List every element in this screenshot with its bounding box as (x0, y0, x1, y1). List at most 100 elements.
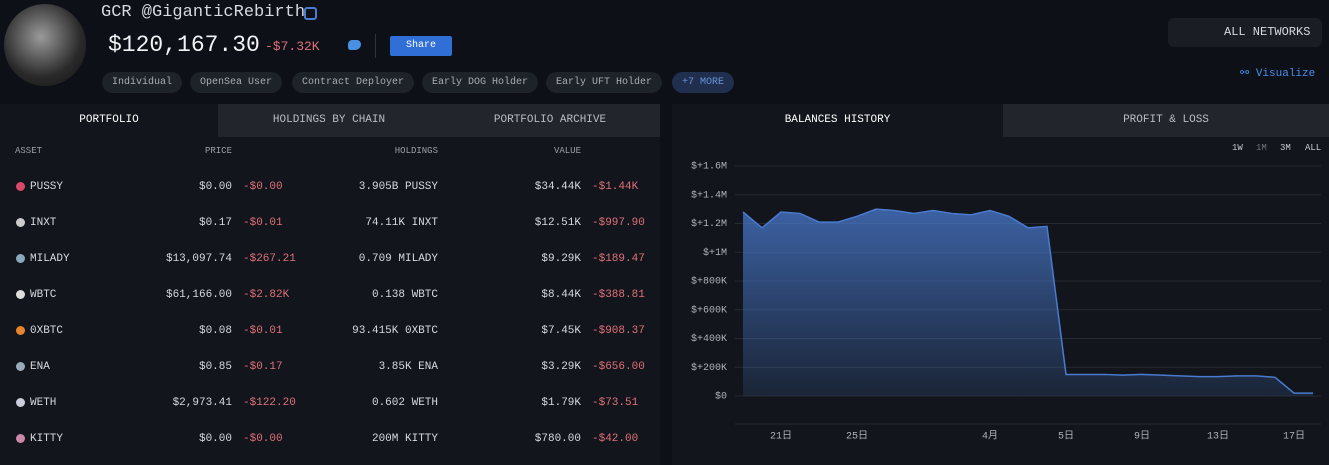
asset-icon (16, 434, 25, 443)
holdings: 74.11K INXT (365, 217, 438, 229)
networks-button[interactable]: ALL NETWORKS (1168, 18, 1322, 47)
holdings: 93.415K 0XBTC (352, 325, 438, 337)
holdings: 3.85K ENA (378, 361, 438, 373)
avatar (4, 4, 86, 86)
asset-icon (16, 398, 25, 407)
chart-tab-bar (1003, 104, 1329, 137)
tab[interactable]: PORTFOLIO (79, 114, 139, 126)
column-header: ASSET (15, 146, 43, 156)
range-button[interactable]: 1W (1232, 143, 1243, 153)
asset-icon (16, 218, 25, 227)
tag[interactable]: Individual (102, 72, 183, 93)
column-header: VALUE (553, 146, 581, 156)
x-tick-label: 25日 (846, 431, 868, 443)
value-change: -$388.81 (592, 289, 645, 301)
twitter-icon[interactable] (348, 40, 361, 50)
value: $9.29K (541, 253, 581, 265)
value-change: -$42.00 (592, 433, 639, 445)
x-tick-label: 4月 (982, 430, 998, 443)
share-button[interactable]: Share (390, 36, 452, 56)
x-tick-label: 9日 (1134, 431, 1150, 443)
price-change: -$122.20 (243, 397, 296, 409)
price-change: -$0.00 (243, 433, 283, 445)
y-tick-label: $+1M (703, 247, 727, 259)
asset-icon (16, 254, 25, 263)
price: $13,097.74 (165, 253, 232, 265)
asset-icon (16, 362, 25, 371)
visualize-link[interactable]: ⚯ Visualize (1240, 68, 1316, 80)
value-change: -$997.90 (592, 217, 645, 229)
y-tick-label: $0 (715, 391, 727, 403)
chart-tab[interactable]: BALANCES HISTORY (784, 114, 891, 126)
portfolio-panel (0, 104, 660, 465)
price: $0.08 (198, 325, 232, 337)
price-change: -$0.01 (243, 217, 283, 229)
range-button[interactable]: 3M (1280, 143, 1291, 153)
divider (375, 34, 376, 58)
x-tick-label: 5日 (1058, 431, 1074, 443)
value: $34.44K (534, 181, 581, 193)
balance: $120,167.30 (108, 32, 260, 58)
balance-change: -$7.32K (265, 39, 320, 54)
share-label: Share (405, 40, 436, 51)
price: $0.85 (198, 361, 232, 373)
asset-name: WBTC (30, 289, 57, 301)
asset-icon (16, 326, 25, 335)
visualize-label: Visualize (1255, 68, 1316, 80)
asset-name: INXT (30, 217, 57, 229)
column-header: HOLDINGS (394, 146, 438, 156)
y-tick-label: $+600K (691, 304, 727, 316)
tab[interactable]: HOLDINGS BY CHAIN (272, 114, 386, 126)
value: $1.79K (541, 397, 581, 409)
area (743, 209, 1313, 396)
value-change: -$908.37 (592, 325, 645, 337)
price-change: -$2.82K (243, 289, 290, 301)
tag[interactable]: Contract Deployer (292, 72, 415, 93)
price-change: -$0.17 (243, 361, 283, 373)
range-button[interactable]: ALL (1305, 143, 1322, 153)
value: $3.29K (541, 361, 581, 373)
y-tick-label: $+1.6M (691, 161, 727, 173)
tag[interactable]: Early UFT Holder (546, 72, 663, 93)
x-tick-label: 17日 (1283, 431, 1305, 443)
asset-name: MILADY (30, 253, 70, 265)
y-tick-label: $+1.2M (691, 218, 727, 230)
holdings: 0.602 WETH (371, 397, 438, 409)
networks-label: ALL NETWORKS (1224, 25, 1311, 39)
x-tick-label: 21日 (770, 431, 792, 443)
price-change: -$0.00 (243, 181, 283, 193)
asset-name: KITTY (30, 433, 64, 445)
chart-tab[interactable]: PROFIT & LOSS (1123, 114, 1209, 126)
column-header: PRICE (204, 146, 232, 156)
y-tick-label: $+1.4M (691, 189, 727, 201)
holdings: 0.709 MILADY (358, 253, 438, 265)
range-button[interactable]: 1M (1256, 143, 1267, 153)
price: $2,973.41 (172, 397, 232, 409)
value-change: -$1.44K (592, 181, 639, 193)
asset-name: WETH (30, 397, 57, 409)
value: $7.45K (541, 325, 581, 337)
chart: $0 $+200K $+400K $+600K $+800K $+1M $+1.2M $+1.… (691, 161, 1321, 443)
y-tick-label: $+400K (691, 333, 727, 345)
value-change: -$73.51 (592, 397, 639, 409)
asset-name: PUSSY (30, 181, 64, 193)
asset-name: ENA (30, 361, 50, 373)
price: $0.17 (198, 217, 232, 229)
value: $12.51K (534, 217, 581, 229)
tag[interactable]: Early DOG Holder (422, 72, 539, 93)
price-change: -$0.01 (243, 325, 283, 337)
verified-icon (304, 7, 317, 20)
tab[interactable]: PORTFOLIO ARCHIVE (493, 114, 607, 126)
price: $0.00 (198, 433, 232, 445)
asset-icon (16, 182, 25, 191)
y-tick-label: $+800K (691, 276, 727, 288)
value-change: -$189.47 (592, 253, 645, 265)
line (742, 208, 1313, 394)
price-change: -$267.21 (243, 253, 296, 265)
holdings: 3.905B PUSSY (358, 181, 438, 193)
asset-name: 0XBTC (30, 325, 64, 337)
asset-icon (16, 290, 25, 299)
more-tags[interactable]: +7 MORE (672, 72, 735, 93)
tag[interactable]: OpenSea User (190, 72, 283, 93)
